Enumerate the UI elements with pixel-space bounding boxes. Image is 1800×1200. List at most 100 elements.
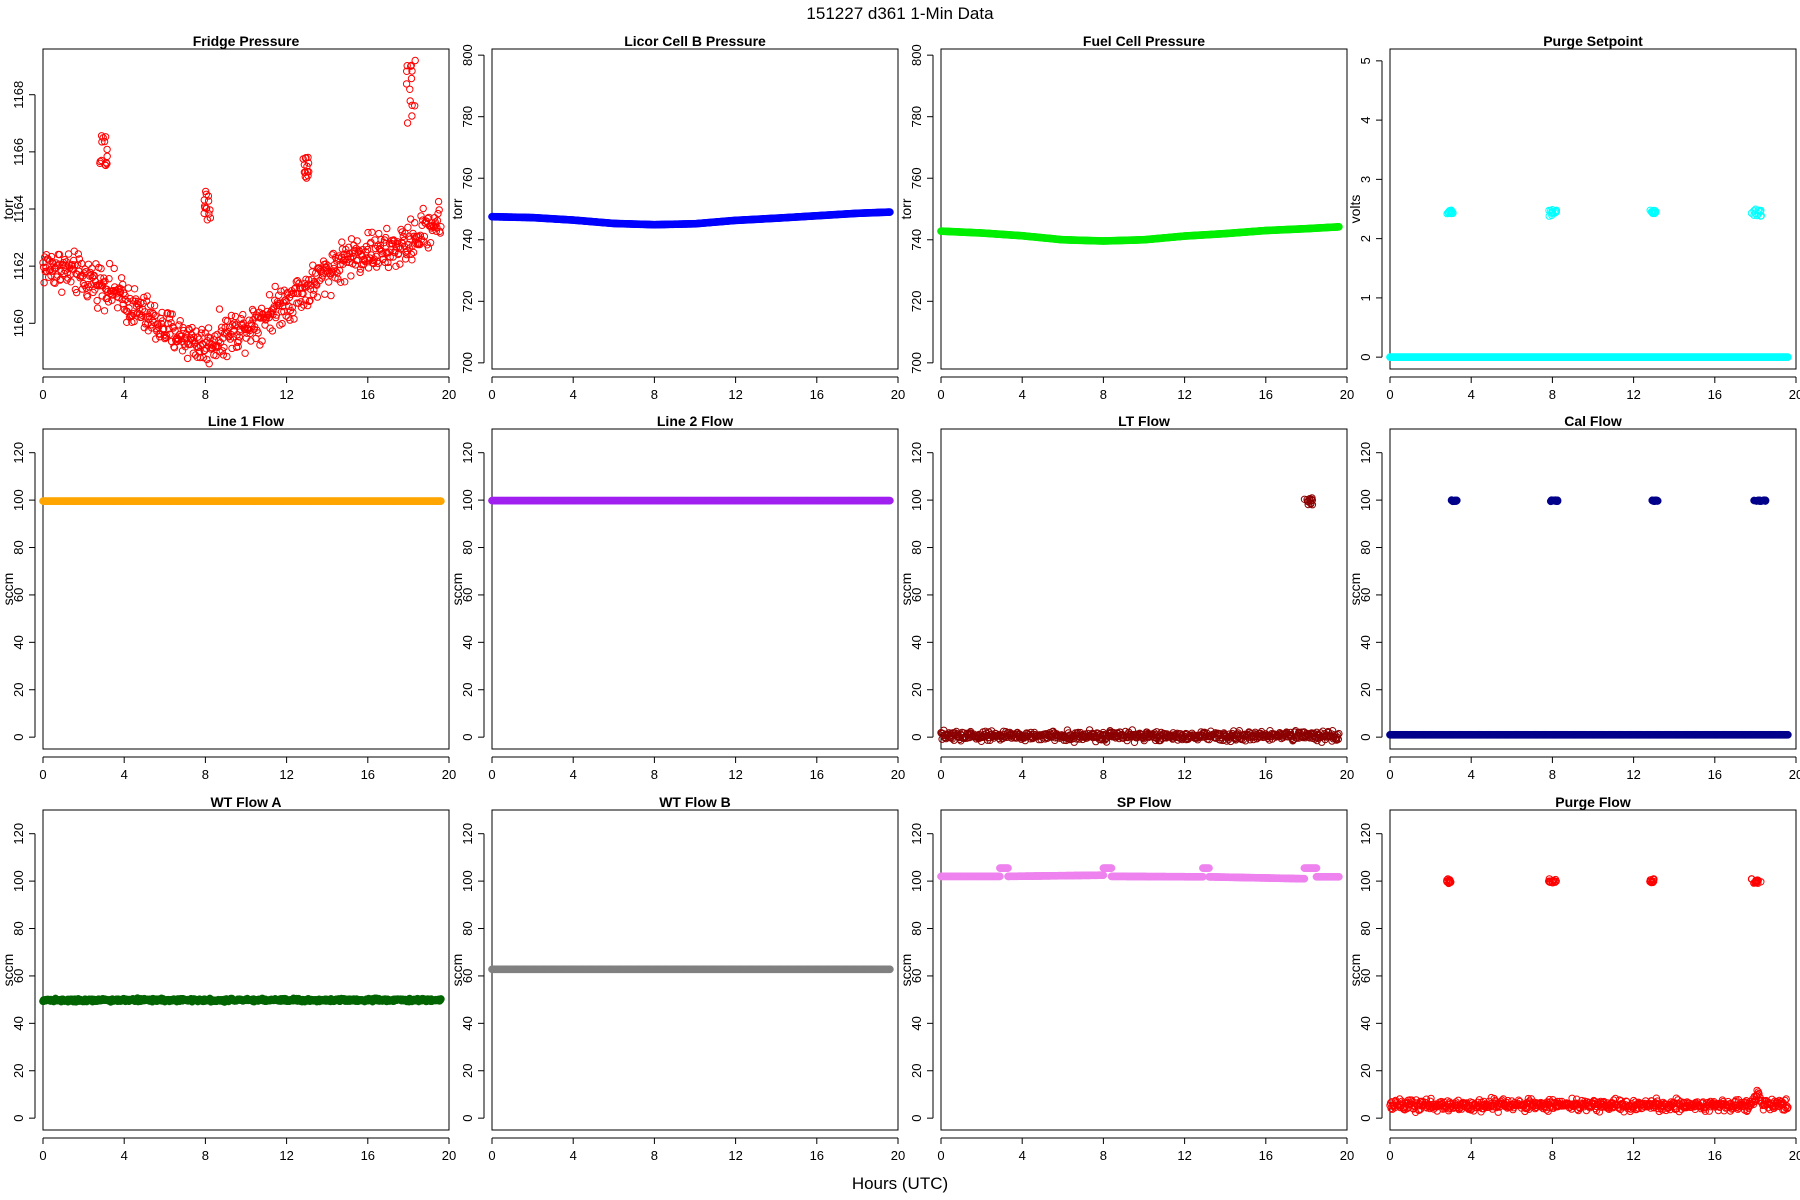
data-point bbox=[200, 202, 209, 210]
y-tick-label: 80 bbox=[11, 540, 26, 554]
data-point bbox=[254, 329, 262, 337]
x-tick-label: 4 bbox=[121, 1148, 128, 1163]
data-point bbox=[85, 283, 93, 291]
data-point bbox=[278, 319, 286, 328]
data-point bbox=[40, 279, 48, 287]
data-point bbox=[300, 301, 308, 309]
data-point bbox=[55, 260, 63, 268]
data-point bbox=[1449, 497, 1457, 506]
y-tick-label: 100 bbox=[909, 489, 924, 511]
series-points bbox=[488, 208, 894, 229]
data-point bbox=[403, 250, 411, 259]
data-point bbox=[301, 172, 309, 181]
data-point bbox=[84, 260, 93, 268]
data-point bbox=[83, 293, 92, 301]
x-tick-label: 16 bbox=[1708, 767, 1722, 782]
data-point bbox=[396, 260, 404, 268]
series-points bbox=[1386, 205, 1792, 361]
data-point bbox=[426, 239, 435, 247]
y-tick-label: 100 bbox=[460, 489, 475, 511]
figure-title: 151227 d361 1-Min Data bbox=[806, 4, 994, 23]
y-tick-label: 2 bbox=[1358, 235, 1373, 242]
x-tick-label: 20 bbox=[442, 387, 456, 402]
data-point bbox=[159, 325, 167, 334]
data-point bbox=[408, 67, 416, 75]
data-point bbox=[45, 267, 53, 275]
data-point bbox=[251, 323, 259, 331]
data-point bbox=[235, 333, 244, 341]
data-point bbox=[71, 261, 79, 269]
data-point bbox=[350, 246, 359, 255]
data-point bbox=[100, 274, 108, 282]
x-tick-label: 0 bbox=[1386, 387, 1393, 402]
data-point bbox=[406, 85, 414, 94]
x-tick-label: 0 bbox=[488, 767, 495, 782]
data-point bbox=[231, 322, 239, 330]
data-point bbox=[105, 259, 114, 268]
data-point bbox=[408, 256, 416, 264]
data-point bbox=[384, 263, 393, 272]
data-point bbox=[362, 242, 370, 251]
plot-frame bbox=[940, 48, 1348, 370]
data-point bbox=[78, 285, 87, 293]
x-tick-label: 20 bbox=[442, 1148, 456, 1163]
data-point bbox=[204, 324, 213, 332]
data-point bbox=[407, 250, 415, 259]
panel-title: Licor Cell B Pressure bbox=[624, 33, 766, 49]
y-tick-label: 20 bbox=[11, 683, 26, 697]
x-tick-label: 12 bbox=[279, 387, 293, 402]
y-tick-label: 40 bbox=[909, 635, 924, 649]
data-point bbox=[1552, 497, 1560, 505]
data-point bbox=[132, 295, 140, 303]
data-point bbox=[299, 289, 307, 298]
data-point bbox=[211, 332, 219, 340]
data-point bbox=[330, 261, 339, 269]
x-tick-label: 8 bbox=[202, 387, 209, 402]
y-tick-label: 80 bbox=[460, 540, 475, 554]
data-point bbox=[121, 291, 129, 299]
panel-title: Purge Setpoint bbox=[1543, 33, 1643, 49]
data-point bbox=[166, 330, 174, 338]
data-point bbox=[381, 258, 389, 267]
data-point bbox=[223, 352, 231, 361]
data-point bbox=[419, 204, 427, 213]
data-point bbox=[223, 317, 232, 325]
data-point bbox=[288, 303, 296, 312]
x-tick-label: 8 bbox=[1100, 767, 1107, 782]
series-points bbox=[39, 994, 445, 1006]
data-point bbox=[235, 337, 243, 345]
y-tick-label: 720 bbox=[909, 290, 924, 312]
y-tick-label: 0 bbox=[1358, 354, 1373, 361]
y-tick-label: 80 bbox=[909, 540, 924, 554]
plot-frame bbox=[42, 428, 450, 750]
data-point bbox=[289, 289, 298, 298]
data-point bbox=[67, 278, 75, 286]
x-tick-label: 12 bbox=[728, 387, 742, 402]
data-point bbox=[407, 62, 415, 70]
y-tick-label: 100 bbox=[11, 489, 26, 511]
data-point bbox=[374, 259, 382, 268]
data-point bbox=[256, 341, 264, 349]
data-point bbox=[290, 315, 298, 323]
y-tick-label: 20 bbox=[11, 1064, 26, 1078]
panel-title: LT Flow bbox=[1118, 413, 1170, 429]
data-point bbox=[272, 311, 281, 319]
data-point bbox=[68, 261, 77, 269]
y-tick-label: 20 bbox=[909, 683, 924, 697]
data-point bbox=[271, 282, 279, 291]
y-tick-label: 60 bbox=[11, 969, 26, 983]
data-point bbox=[74, 250, 83, 258]
x-axis-label: Hours (UTC) bbox=[852, 1174, 948, 1193]
data-point bbox=[103, 145, 111, 154]
data-point bbox=[303, 162, 311, 171]
y-tick-label: 740 bbox=[460, 229, 475, 251]
y-tick-label: 60 bbox=[1358, 588, 1373, 602]
data-point bbox=[265, 291, 274, 299]
data-point bbox=[42, 251, 51, 259]
plot-frame bbox=[491, 48, 899, 370]
data-point bbox=[306, 296, 314, 305]
data-point bbox=[125, 304, 133, 312]
data-point bbox=[407, 61, 415, 70]
